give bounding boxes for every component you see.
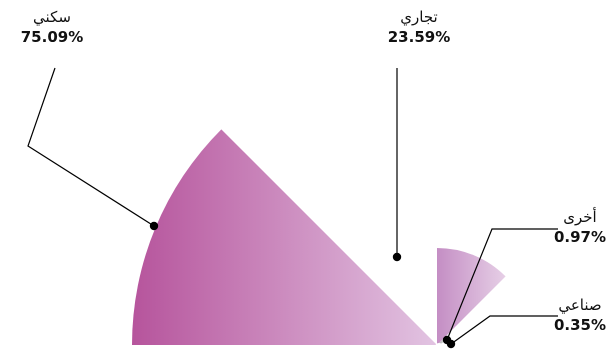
chart-center-notch <box>435 343 443 351</box>
slice-value-industrial: 0.35% <box>554 316 606 334</box>
leader-line-residential <box>27 67 155 227</box>
slice-label-commercial: تجاري <box>400 8 437 27</box>
leader-dot-residential <box>149 221 159 231</box>
slice-value-other: 0.97% <box>554 228 606 246</box>
leader-line-industrial <box>450 315 558 345</box>
slice-value-residential: 75.09% <box>21 28 83 46</box>
leader-dot-industrial <box>446 339 456 349</box>
slice-label-other: أخرى <box>563 207 596 226</box>
leader-line-other <box>446 228 558 341</box>
slice-residential[interactable] <box>132 129 437 345</box>
leader-dot-commercial <box>392 252 402 262</box>
slice-label-residential: سكني <box>33 8 71 27</box>
slice-value-commercial: 23.59% <box>388 28 450 46</box>
slice-label-industrial: صناعي <box>558 296 601 315</box>
slice-commercial[interactable] <box>437 248 506 345</box>
